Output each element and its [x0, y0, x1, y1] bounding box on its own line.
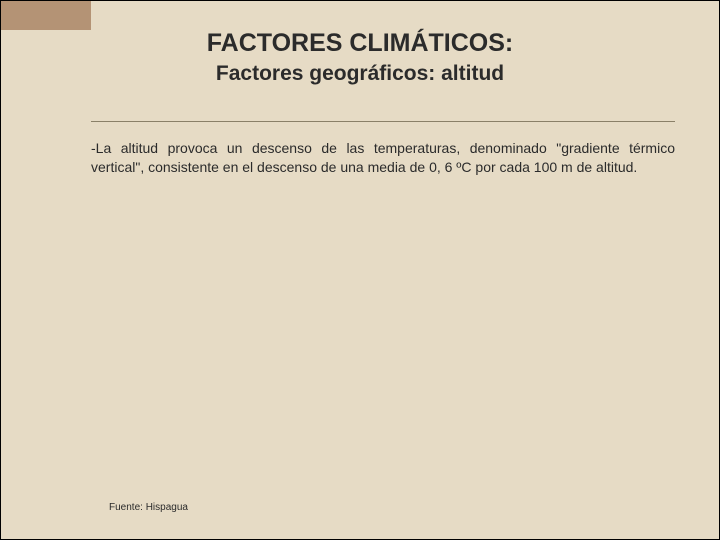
slide: FACTORES CLIMÁTICOS: Factores geográfico… [0, 0, 720, 540]
corner-decoration [1, 1, 91, 30]
body-paragraph: -La altitud provoca un descenso de las t… [91, 139, 675, 177]
source-caption: Fuente: Hispagua [109, 502, 188, 513]
title-block: FACTORES CLIMÁTICOS: Factores geográfico… [1, 29, 719, 86]
title-divider [91, 121, 675, 122]
slide-title: FACTORES CLIMÁTICOS: [1, 29, 719, 58]
slide-subtitle: Factores geográficos: altitud [1, 62, 719, 86]
